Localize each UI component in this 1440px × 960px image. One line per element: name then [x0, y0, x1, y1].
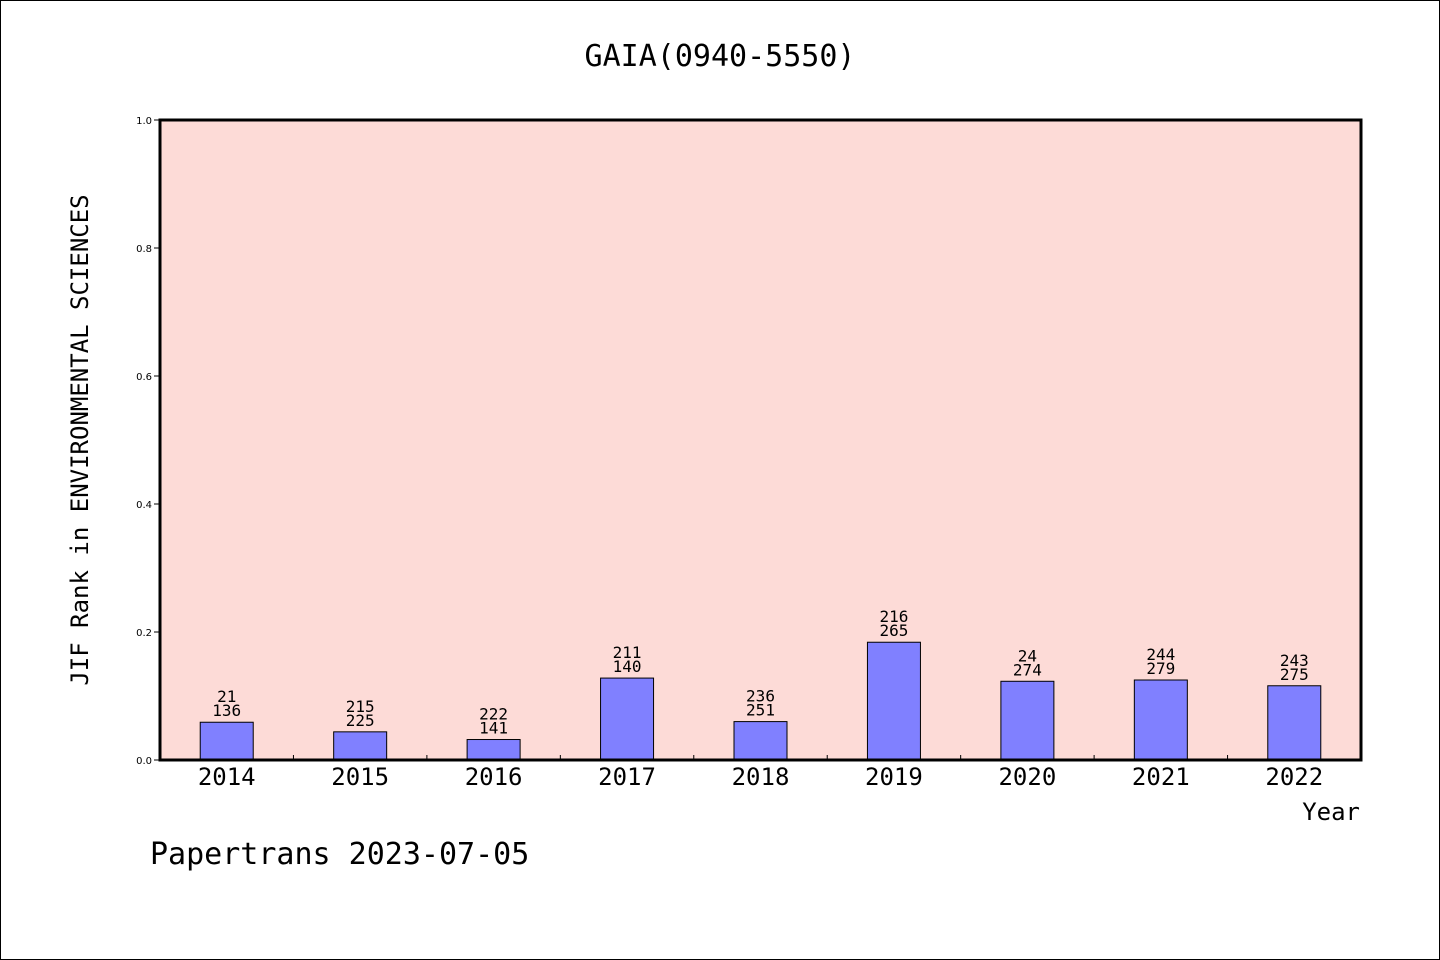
x-tick-label: 2022	[1265, 763, 1323, 791]
bar-2014	[199, 721, 254, 761]
bar-2022	[1267, 685, 1322, 761]
bar-label-rank: 243	[1280, 651, 1309, 670]
y-tick-label: 1.0	[136, 116, 152, 127]
bar-label-total: 265	[879, 621, 908, 640]
bar-label-rank: 24	[1018, 646, 1037, 665]
plot-border	[158, 118, 1363, 762]
plot-area	[160, 120, 1361, 760]
x-tick-label: 2015	[331, 763, 389, 791]
bar-label-rank: 222	[479, 705, 508, 724]
x-tick-label: 2019	[865, 763, 923, 791]
bar-label-total: 136	[212, 701, 241, 720]
x-axis-label: Year	[1302, 798, 1360, 826]
bar-2017	[600, 677, 655, 761]
y-tick-label: 0.4	[136, 500, 152, 511]
bar-label-rank: 21	[217, 687, 236, 706]
bar-label-rank: 211	[613, 643, 642, 662]
bar-2016	[466, 739, 521, 761]
chart-title: GAIA(0940-5550)	[585, 39, 856, 74]
bar-2020	[1000, 680, 1055, 761]
y-tick-label: 0.8	[136, 244, 152, 255]
bar-label-total: 141	[479, 719, 508, 738]
bar-label-total: 275	[1280, 665, 1309, 684]
bar-label-rank: 215	[346, 697, 375, 716]
bar-2018	[733, 721, 788, 761]
bar-label-total: 225	[346, 711, 375, 730]
bar-label-total: 140	[613, 657, 642, 676]
y-tick-label: 0.0	[136, 756, 152, 767]
bar-label-total: 274	[1013, 660, 1042, 679]
bar-label-rank: 216	[879, 607, 908, 626]
x-tick-label: 2014	[198, 763, 256, 791]
bar-label-rank: 236	[746, 687, 775, 706]
footer-text: Papertrans 2023-07-05	[150, 837, 529, 872]
y-axis: 0.0 0.2 0.4 0.6 0.8 1.0	[136, 116, 160, 767]
bar-2019	[866, 641, 921, 761]
bar-label-total: 279	[1146, 659, 1175, 678]
bar-label-total: 251	[746, 701, 775, 720]
x-axis: 2014 2015 2016 2017 2018 2019 2020 2021 2022	[198, 755, 1323, 791]
x-tick-label: 2018	[732, 763, 790, 791]
y-axis-label: JIF Rank in ENVIRONMENTAL SCIENCES	[66, 194, 94, 685]
x-tick-label: 2016	[465, 763, 523, 791]
x-tick-label: 2020	[998, 763, 1056, 791]
x-tick-label: 2017	[598, 763, 656, 791]
bar-2021	[1133, 679, 1188, 761]
y-tick-label: 0.6	[136, 372, 152, 383]
bar-2015	[333, 731, 388, 761]
x-tick-label: 2021	[1132, 763, 1190, 791]
bar-label-rank: 244	[1146, 645, 1175, 664]
y-tick-label: 0.2	[136, 628, 152, 639]
